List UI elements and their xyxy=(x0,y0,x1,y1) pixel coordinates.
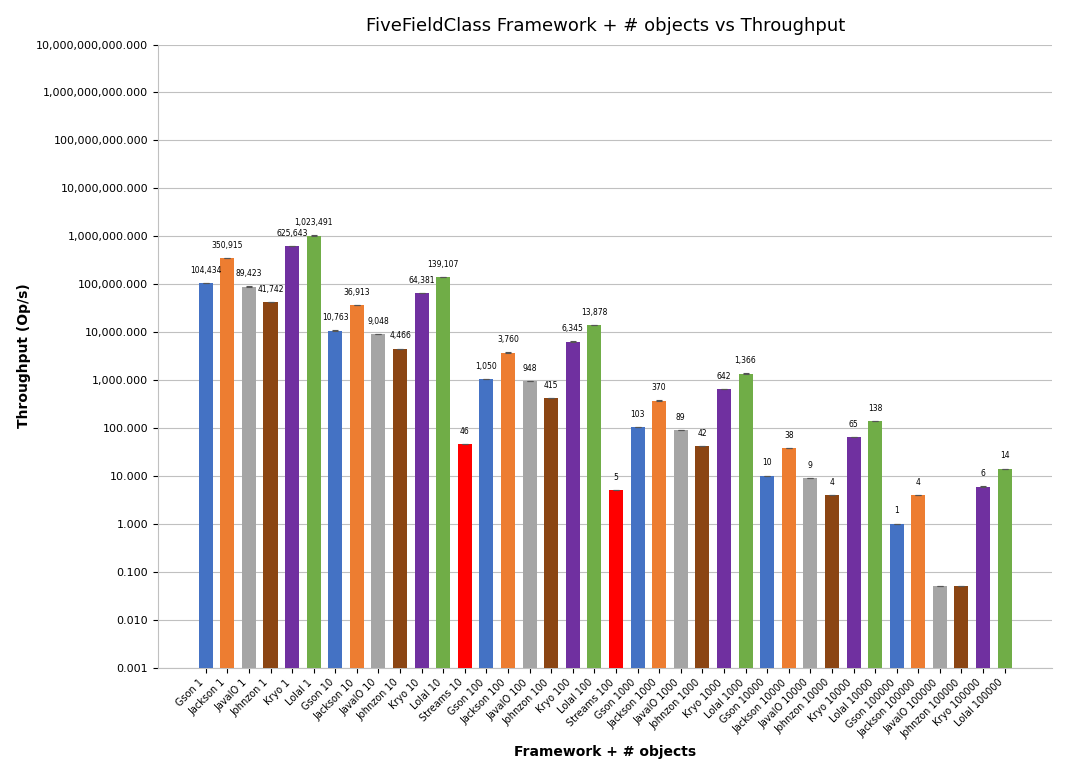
Text: 1,023,491: 1,023,491 xyxy=(294,218,332,227)
Bar xyxy=(220,258,234,776)
Text: 89,423: 89,423 xyxy=(235,269,262,278)
Text: 9,048: 9,048 xyxy=(368,317,389,326)
Bar xyxy=(889,524,903,776)
Title: FiveFieldClass Framework + # objects vs Throughput: FiveFieldClass Framework + # objects vs … xyxy=(366,16,845,35)
Text: 1: 1 xyxy=(895,507,899,515)
Bar xyxy=(587,325,602,776)
Text: 4: 4 xyxy=(916,477,920,487)
Bar xyxy=(199,283,213,776)
Text: 138: 138 xyxy=(868,404,882,413)
Bar xyxy=(760,476,774,776)
Bar xyxy=(458,444,471,776)
Text: 1,366: 1,366 xyxy=(734,356,757,365)
Text: 103: 103 xyxy=(631,410,645,419)
Bar xyxy=(566,341,579,776)
Bar xyxy=(479,379,494,776)
Text: 65: 65 xyxy=(849,420,858,428)
Bar xyxy=(263,303,278,776)
Bar xyxy=(415,293,429,776)
Text: 64,381: 64,381 xyxy=(408,276,435,285)
X-axis label: Framework + # objects: Framework + # objects xyxy=(514,745,696,760)
Y-axis label: Throughput (Op/s): Throughput (Op/s) xyxy=(17,284,31,428)
Bar xyxy=(544,398,558,776)
Bar xyxy=(803,478,818,776)
Bar xyxy=(976,487,990,776)
Text: 14: 14 xyxy=(1000,452,1009,460)
Text: 4,466: 4,466 xyxy=(389,331,410,341)
Bar xyxy=(436,277,450,776)
Bar xyxy=(631,428,645,776)
Text: 948: 948 xyxy=(523,364,537,372)
Text: 139,107: 139,107 xyxy=(428,260,459,269)
Bar xyxy=(847,437,861,776)
Bar xyxy=(523,381,537,776)
Text: 6: 6 xyxy=(980,469,986,478)
Bar xyxy=(695,446,710,776)
Bar xyxy=(371,334,386,776)
Text: 642: 642 xyxy=(716,372,731,381)
Bar xyxy=(652,400,666,776)
Text: 9: 9 xyxy=(808,461,812,469)
Text: 42: 42 xyxy=(698,428,708,438)
Bar xyxy=(868,421,882,776)
Bar xyxy=(933,586,947,776)
Text: 1,050: 1,050 xyxy=(476,362,497,371)
Text: 5: 5 xyxy=(614,473,619,482)
Bar xyxy=(911,495,926,776)
Bar xyxy=(307,236,321,776)
Text: 4: 4 xyxy=(830,477,835,487)
Bar xyxy=(285,246,299,776)
Text: 46: 46 xyxy=(460,427,469,436)
Text: 89: 89 xyxy=(676,413,685,422)
Text: 350,915: 350,915 xyxy=(212,241,243,250)
Text: 36,913: 36,913 xyxy=(343,288,370,296)
Text: 10: 10 xyxy=(762,459,772,467)
Bar xyxy=(501,352,515,776)
Bar xyxy=(781,449,795,776)
Text: 415: 415 xyxy=(544,381,558,390)
Bar xyxy=(739,373,753,776)
Text: 41,742: 41,742 xyxy=(258,285,283,294)
Bar xyxy=(350,305,363,776)
Text: 10,763: 10,763 xyxy=(322,314,348,322)
Text: 6,345: 6,345 xyxy=(562,324,584,333)
Bar xyxy=(955,586,969,776)
Bar xyxy=(393,349,407,776)
Text: 104,434: 104,434 xyxy=(190,266,221,275)
Bar xyxy=(242,286,255,776)
Bar xyxy=(673,431,687,776)
Bar xyxy=(997,469,1011,776)
Text: 13,878: 13,878 xyxy=(582,308,607,317)
Text: 625,643: 625,643 xyxy=(277,229,308,237)
Bar xyxy=(609,490,623,776)
Text: 370: 370 xyxy=(652,383,666,393)
Bar xyxy=(825,495,839,776)
Text: 3,760: 3,760 xyxy=(497,335,518,344)
Bar xyxy=(328,331,342,776)
Text: 38: 38 xyxy=(784,431,793,440)
Bar xyxy=(717,390,731,776)
